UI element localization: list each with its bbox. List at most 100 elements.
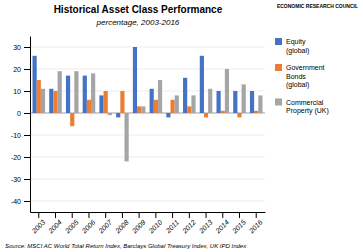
x-tick-label: 2009 bbox=[130, 219, 147, 236]
x-tick-mark bbox=[105, 212, 106, 218]
grid-line bbox=[30, 201, 265, 202]
y-tick: 0 bbox=[17, 110, 30, 117]
bar bbox=[33, 56, 37, 113]
legend-item: Equity(global) bbox=[275, 38, 309, 55]
bars bbox=[33, 47, 263, 161]
x-tick-mark bbox=[222, 212, 223, 218]
bar bbox=[49, 89, 53, 113]
bar bbox=[141, 106, 145, 113]
y-tick-mark bbox=[24, 47, 30, 48]
x-tick-label: 2011 bbox=[164, 219, 180, 235]
legend-swatch bbox=[275, 99, 282, 106]
x-tick-label: 2006 bbox=[80, 219, 97, 236]
bar bbox=[120, 91, 124, 113]
x-tick-mark bbox=[55, 212, 56, 218]
grid bbox=[30, 47, 265, 201]
bar bbox=[87, 100, 91, 113]
bar bbox=[91, 73, 95, 113]
x-tick: 2009 bbox=[130, 212, 147, 235]
bar bbox=[183, 78, 187, 113]
legend-label: CommercialProperty (UK) bbox=[286, 99, 329, 116]
source-note: Source: MSCI AC World Total Return Index… bbox=[5, 243, 247, 249]
title: Historical Asset Class Performance bbox=[54, 4, 223, 15]
bar bbox=[133, 47, 137, 113]
x-tick-mark bbox=[172, 212, 173, 218]
y-tick: 30 bbox=[13, 44, 30, 51]
grid-line bbox=[30, 157, 265, 158]
bar bbox=[187, 106, 191, 113]
y-tick-label: -30 bbox=[11, 176, 21, 183]
x-tick: 2005 bbox=[63, 212, 80, 235]
grid-line bbox=[30, 179, 265, 180]
x-tick-mark bbox=[189, 212, 190, 218]
bar bbox=[70, 113, 74, 126]
bar bbox=[208, 89, 212, 113]
y-tick-label: 10 bbox=[13, 88, 21, 95]
x-tick: 2004 bbox=[46, 212, 63, 235]
x-tick: 2011 bbox=[164, 212, 180, 235]
y-axis-line bbox=[30, 37, 31, 213]
bar bbox=[175, 95, 179, 113]
x-tick: 2010 bbox=[147, 212, 164, 235]
x-tick-label: 2015 bbox=[230, 219, 247, 236]
grid-line bbox=[30, 135, 265, 136]
bar bbox=[258, 95, 262, 113]
bar bbox=[99, 95, 103, 113]
bar bbox=[254, 111, 258, 113]
bar bbox=[150, 89, 154, 113]
y-tick-mark bbox=[24, 135, 30, 136]
grid-line bbox=[30, 47, 265, 48]
bar bbox=[242, 84, 246, 113]
x-tick: 2014 bbox=[214, 212, 231, 235]
y-tick-mark bbox=[24, 91, 30, 92]
x-tick-mark bbox=[38, 212, 39, 218]
x-tick-label: 2005 bbox=[63, 219, 80, 236]
x-tick-mark bbox=[88, 212, 89, 218]
bar bbox=[74, 71, 78, 113]
y-tick-mark bbox=[24, 157, 30, 158]
bar bbox=[200, 56, 204, 113]
chart: Historical Asset Class Performance percen… bbox=[0, 0, 363, 252]
x-tick-label: 2013 bbox=[197, 219, 214, 236]
bar bbox=[237, 113, 241, 117]
bar bbox=[170, 100, 174, 113]
y-tick-mark bbox=[24, 201, 30, 202]
x-tick: 2003 bbox=[30, 212, 47, 235]
y-tick: 20 bbox=[13, 66, 30, 73]
x-tick-label: 2003 bbox=[30, 219, 47, 236]
bar-series bbox=[41, 69, 263, 161]
legend-item: GovernmentBonds(global) bbox=[275, 64, 325, 89]
y-tick-label: -20 bbox=[11, 154, 21, 161]
bar bbox=[58, 71, 62, 113]
grid-line bbox=[30, 91, 265, 92]
bar bbox=[221, 111, 225, 113]
x-tick: 2015 bbox=[230, 212, 247, 235]
x-tick-label: 2016 bbox=[247, 219, 264, 236]
x-tick-label: 2012 bbox=[180, 219, 197, 236]
legend-label: Equity(global) bbox=[286, 38, 309, 55]
y-tick-mark bbox=[24, 113, 30, 114]
subtitle: percentage, 2003-2016 bbox=[96, 18, 180, 27]
x-tick-mark bbox=[72, 212, 73, 218]
y-tick-mark bbox=[24, 179, 30, 180]
y-tick-label: 30 bbox=[13, 44, 21, 51]
x-tick-label: 2004 bbox=[46, 219, 63, 236]
bar bbox=[225, 69, 229, 113]
grid-line bbox=[30, 69, 265, 70]
bar bbox=[104, 91, 108, 113]
legend-swatch bbox=[275, 64, 282, 71]
y-tick-mark bbox=[24, 69, 30, 70]
y-tick-label: 20 bbox=[13, 66, 21, 73]
bar bbox=[216, 91, 220, 113]
x-tick-mark bbox=[239, 212, 240, 218]
legend-item: CommercialProperty (UK) bbox=[275, 99, 329, 116]
bar bbox=[137, 106, 141, 113]
y-axis: -40-30-20-100102030 bbox=[11, 37, 31, 213]
x-tick-mark bbox=[139, 212, 140, 218]
bar bbox=[250, 91, 254, 113]
x-tick: 2008 bbox=[113, 212, 130, 235]
y-tick: 10 bbox=[13, 88, 30, 95]
bar bbox=[191, 95, 195, 113]
x-tick: 2016 bbox=[247, 212, 264, 235]
x-tick-label: 2014 bbox=[214, 219, 231, 236]
